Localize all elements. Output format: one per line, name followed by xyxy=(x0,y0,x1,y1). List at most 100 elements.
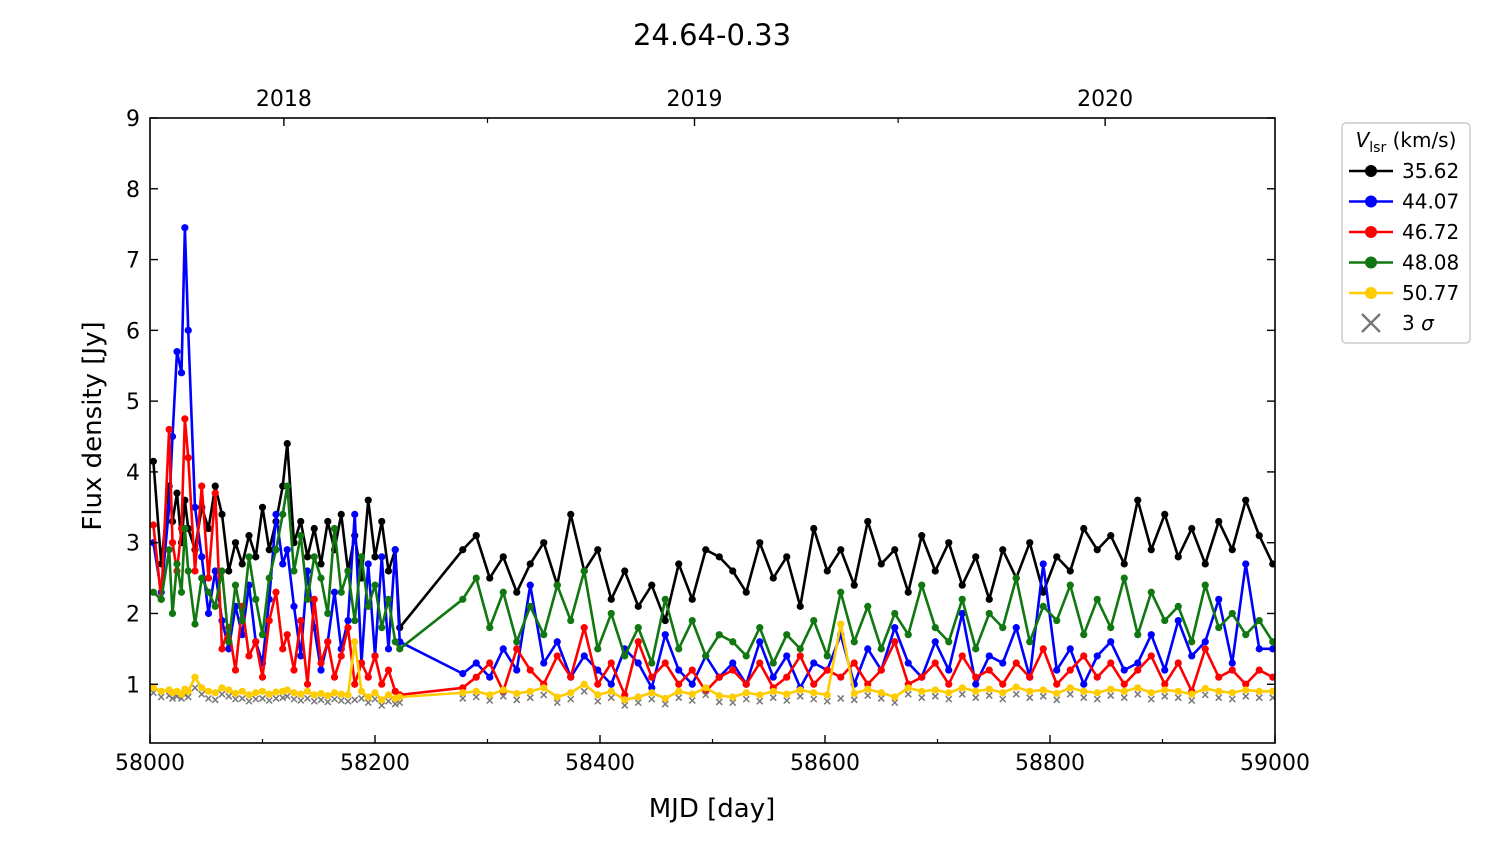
data-point xyxy=(1120,687,1128,695)
data-point xyxy=(297,517,305,526)
sigma-marker xyxy=(225,692,233,700)
data-point xyxy=(252,553,260,561)
data-point xyxy=(272,688,280,696)
y-tick-label: 1 xyxy=(126,673,140,698)
y-tick-label: 5 xyxy=(126,390,140,415)
data-point xyxy=(729,659,737,667)
sigma-marker xyxy=(931,692,939,700)
data-point xyxy=(168,432,177,441)
sigma-marker xyxy=(204,694,213,702)
sigma-marker xyxy=(877,694,885,702)
data-point xyxy=(1188,690,1196,698)
data-point xyxy=(648,659,656,667)
data-point xyxy=(877,689,885,697)
data-point xyxy=(1201,684,1209,693)
y-tick-label: 6 xyxy=(126,319,140,344)
data-point xyxy=(177,369,186,377)
sigma-marker xyxy=(1242,692,1250,700)
data-point xyxy=(540,659,548,667)
data-point xyxy=(972,645,980,653)
sigma-marker xyxy=(1188,697,1196,705)
data-point xyxy=(459,684,467,692)
data-point xyxy=(324,609,332,618)
legend: Vlsr (km/s) 35.62 44.07 46.72 48.08 50.77 3 σ xyxy=(1341,122,1471,344)
data-point xyxy=(580,624,588,632)
legend-sigma-number: 3 xyxy=(1402,311,1421,335)
data-point xyxy=(486,659,494,667)
data-point xyxy=(330,673,339,681)
x-tick-label: 58200 xyxy=(340,751,410,776)
data-point xyxy=(351,616,359,625)
data-point xyxy=(225,567,233,575)
data-point xyxy=(238,616,246,625)
data-point xyxy=(810,659,818,667)
data-point xyxy=(999,680,1007,688)
data-point xyxy=(1201,581,1209,589)
data-point xyxy=(688,595,696,603)
data-point xyxy=(580,680,588,688)
data-point xyxy=(999,659,1007,667)
data-point xyxy=(918,581,926,589)
data-point xyxy=(945,539,953,547)
sigma-marker xyxy=(526,694,534,702)
data-point xyxy=(1242,496,1250,504)
sigma-marker xyxy=(351,696,359,704)
data-point xyxy=(1147,631,1155,639)
sigma-marker xyxy=(252,695,260,703)
sigma-marker xyxy=(796,692,804,700)
top-tick-label: 2018 xyxy=(256,87,312,112)
data-point xyxy=(1255,645,1263,653)
data-point xyxy=(1134,496,1142,504)
data-point xyxy=(864,680,872,688)
data-point xyxy=(459,670,467,678)
sigma-marker xyxy=(1215,694,1223,702)
sigma-marker xyxy=(297,697,305,705)
sigma-marker xyxy=(904,690,912,698)
data-point xyxy=(1080,652,1088,660)
data-point xyxy=(384,691,393,699)
data-point xyxy=(958,609,966,618)
y-axis-label: Flux density [Jy] xyxy=(78,321,108,530)
data-point xyxy=(648,581,656,589)
data-point xyxy=(211,482,219,490)
data-point xyxy=(1255,532,1263,540)
data-point xyxy=(310,524,318,533)
data-point xyxy=(999,546,1007,554)
data-point xyxy=(567,673,575,681)
data-point xyxy=(337,588,345,596)
data-point xyxy=(1026,539,1034,547)
data-point xyxy=(391,638,399,646)
data-point xyxy=(317,659,325,667)
data-point xyxy=(985,609,993,618)
sigma-marker xyxy=(324,698,332,706)
sigma-marker xyxy=(364,699,372,707)
data-point xyxy=(1228,689,1236,697)
sigma-marker xyxy=(1120,694,1128,702)
data-point xyxy=(1215,517,1223,526)
data-point xyxy=(198,574,206,582)
sigma-marker xyxy=(837,694,845,702)
data-point xyxy=(796,652,804,660)
data-point xyxy=(1215,624,1223,632)
data-point xyxy=(1269,687,1275,695)
data-point xyxy=(499,645,507,653)
data-point xyxy=(211,602,219,610)
data-point xyxy=(823,666,831,674)
legend-label: 35.62 xyxy=(1402,159,1459,183)
data-point xyxy=(567,689,575,697)
sigma-marker xyxy=(1228,695,1236,703)
data-point xyxy=(810,689,818,697)
data-point xyxy=(1255,616,1263,625)
sigma-marker xyxy=(850,696,858,704)
data-point xyxy=(1066,645,1074,653)
data-point xyxy=(756,539,764,547)
data-point xyxy=(225,638,233,646)
data-point xyxy=(1080,631,1088,639)
data-point xyxy=(607,609,615,618)
data-point xyxy=(1012,683,1020,691)
data-point xyxy=(634,659,642,667)
data-point xyxy=(688,666,696,674)
data-point xyxy=(1215,595,1223,603)
data-point xyxy=(150,684,157,692)
data-point xyxy=(769,687,777,695)
